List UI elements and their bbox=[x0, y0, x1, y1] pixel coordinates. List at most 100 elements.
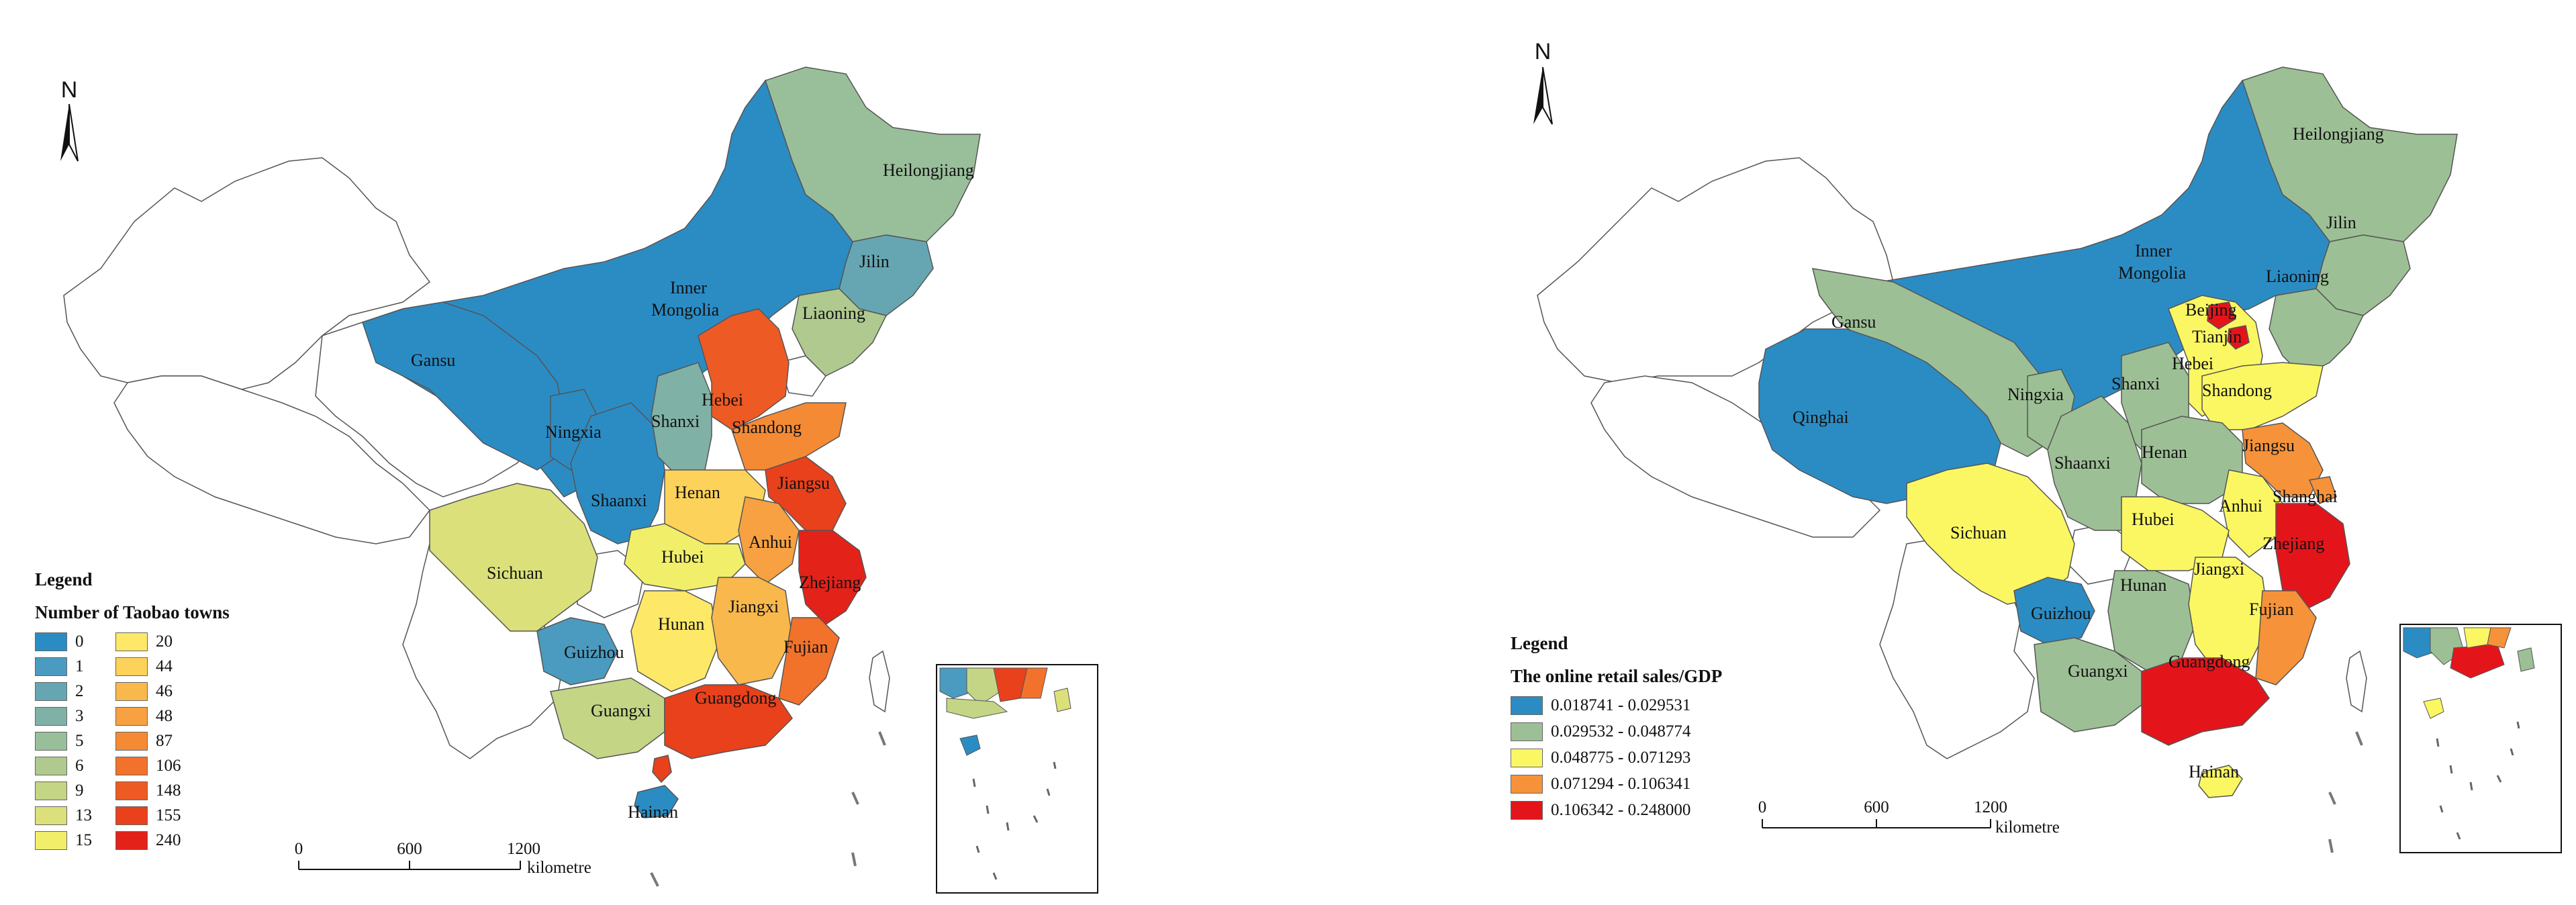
legend-subtitle: The online retail sales/GDP bbox=[1511, 666, 1723, 686]
legend-item: 9 bbox=[35, 781, 115, 800]
legend-item: 0.029532 - 0.048774 bbox=[1511, 722, 1722, 741]
legend-label: 46 bbox=[156, 682, 173, 700]
legend-swatch bbox=[115, 732, 148, 751]
north-arrow-right: N bbox=[1533, 39, 1553, 125]
legend-label: 48 bbox=[156, 707, 173, 725]
legend-label: 20 bbox=[156, 632, 173, 651]
legend-label: 44 bbox=[156, 657, 173, 675]
label-inner-mongolia-2: Mongolia bbox=[2118, 263, 2187, 283]
legend-item: 87 bbox=[115, 732, 196, 751]
legend-swatch bbox=[1511, 722, 1543, 741]
svg-text:kilometre: kilometre bbox=[527, 859, 591, 877]
province-guangdong bbox=[2141, 657, 2270, 746]
label-guizhou: Guizhou bbox=[2031, 604, 2091, 623]
sea-boundary-dashes bbox=[2328, 731, 2363, 853]
label-shaanxi: Shaanxi bbox=[2054, 453, 2111, 473]
province-liaoning bbox=[2269, 288, 2365, 377]
province-guizhou bbox=[536, 617, 618, 685]
legend-label: 240 bbox=[156, 831, 181, 849]
label-guangxi: Guangxi bbox=[2068, 661, 2128, 681]
legend-swatch bbox=[1511, 749, 1543, 767]
legend-swatch-grid: 0 20 1 44 2 46 3 48 5 87 6 106 9 148 13 155 15 240 bbox=[35, 632, 230, 850]
legend-label: 106 bbox=[156, 757, 181, 775]
legend-item: 15 bbox=[35, 831, 115, 850]
province-zhejiang bbox=[798, 530, 867, 625]
province-shandong bbox=[2201, 362, 2324, 430]
label-fujian: Fujian bbox=[783, 637, 828, 657]
legend-swatch bbox=[35, 657, 67, 676]
legend-label: 2 bbox=[75, 682, 84, 700]
legend-label: 0.106342 - 0.248000 bbox=[1551, 801, 1691, 819]
label-hunan: Hunan bbox=[658, 614, 704, 634]
label-anhui: Anhui bbox=[749, 532, 792, 552]
legend-item: 155 bbox=[115, 806, 196, 825]
province-jiangsu bbox=[2242, 422, 2324, 497]
label-jiangsu: Jiangsu bbox=[2242, 436, 2295, 455]
svg-text:1200: 1200 bbox=[507, 840, 540, 858]
sea-boundary-dashes bbox=[650, 731, 886, 887]
legend-item: 3 bbox=[35, 707, 115, 726]
label-sichuan: Sichuan bbox=[487, 563, 543, 583]
province-hubei bbox=[624, 523, 746, 591]
label-hunan: Hunan bbox=[2120, 575, 2166, 595]
legend-swatch bbox=[115, 707, 148, 726]
province-labels-right: Heilongjiang Jilin Liaoning Inner Mongol… bbox=[1793, 124, 2384, 781]
label-guizhou: Guizhou bbox=[564, 642, 624, 662]
legend-item: 44 bbox=[115, 657, 196, 676]
region-taiwan bbox=[869, 650, 890, 713]
legend-swatch bbox=[115, 831, 148, 850]
legend-label: 148 bbox=[156, 781, 181, 800]
province-fujian bbox=[778, 617, 840, 706]
label-hubei: Hubei bbox=[661, 547, 704, 567]
label-hubei: Hubei bbox=[2132, 510, 2175, 529]
province-zhejiang bbox=[2275, 503, 2350, 612]
province-labels-left: Heilongjiang Jilin Liaoning Inner Mongol… bbox=[411, 160, 974, 822]
label-gansu: Gansu bbox=[411, 350, 455, 370]
legend-swatch bbox=[115, 682, 148, 701]
south-china-sea-inset bbox=[936, 664, 1098, 894]
label-heilongjiang: Heilongjiang bbox=[883, 160, 974, 180]
legend-label: 13 bbox=[75, 806, 92, 824]
legend-label: 3 bbox=[75, 707, 84, 725]
region-tibet bbox=[113, 375, 430, 544]
legend-item: 13 bbox=[35, 806, 115, 825]
legend-swatch bbox=[35, 781, 67, 800]
label-heilongjiang: Heilongjiang bbox=[2293, 124, 2384, 144]
label-shanxi: Shanxi bbox=[651, 412, 700, 431]
legend-label: 5 bbox=[75, 732, 84, 750]
retail-map-svg: N 0 600 1200 kilometre Heilongjiang Jili… bbox=[1533, 39, 2562, 853]
label-anhui: Anhui bbox=[2219, 496, 2262, 516]
svg-text:N: N bbox=[1535, 39, 1552, 64]
label-ningxia: Ningxia bbox=[2007, 385, 2064, 404]
label-inner-mongolia-1: Inner bbox=[670, 278, 707, 297]
label-shanxi: Shanxi bbox=[2111, 374, 2160, 393]
svg-text:600: 600 bbox=[1864, 798, 1889, 816]
province-anhui bbox=[738, 496, 800, 585]
legend-label: 0.071294 - 0.106341 bbox=[1551, 775, 1691, 793]
legend-label: 15 bbox=[75, 831, 92, 849]
legend-swatch bbox=[35, 632, 67, 651]
legend-swatch bbox=[35, 757, 67, 775]
label-jiangsu: Jiangsu bbox=[777, 473, 830, 493]
legend-item: 0.071294 - 0.106341 bbox=[1511, 775, 1722, 794]
province-jiangxi bbox=[711, 577, 793, 685]
legend-item: 2 bbox=[35, 682, 115, 701]
label-guangxi: Guangxi bbox=[591, 701, 651, 720]
label-ningxia: Ningxia bbox=[545, 422, 602, 442]
legend-swatch bbox=[35, 707, 67, 726]
legend-swatch bbox=[1511, 801, 1543, 820]
legend-swatch bbox=[115, 781, 148, 800]
province-hebei bbox=[698, 308, 790, 430]
legend-item: 240 bbox=[115, 831, 196, 850]
label-henan: Henan bbox=[2142, 442, 2187, 462]
province-tianjin bbox=[2227, 325, 2250, 350]
legend-label: 155 bbox=[156, 806, 181, 824]
label-jiangxi: Jiangxi bbox=[2194, 559, 2244, 579]
legend-swatch bbox=[35, 682, 67, 701]
region-beijing-tianjin bbox=[778, 355, 826, 397]
legend-swatch bbox=[35, 806, 67, 825]
taobao-map-svg: N 0 600 1200 kilometre Heilongjiang Jili… bbox=[60, 66, 1098, 894]
svg-text:kilometre: kilometre bbox=[1995, 818, 2060, 837]
label-jilin: Jilin bbox=[859, 252, 890, 271]
region-taiwan bbox=[2346, 650, 2367, 713]
